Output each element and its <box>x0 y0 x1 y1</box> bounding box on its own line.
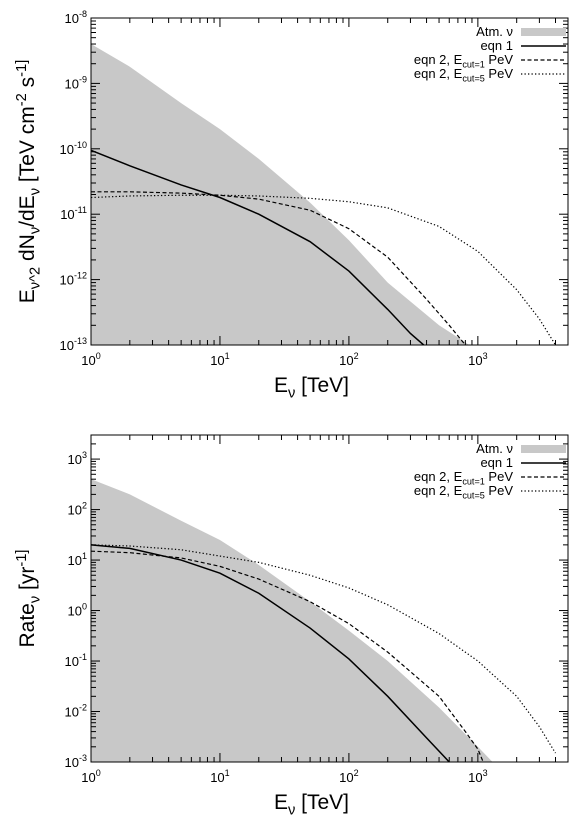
x-axis-label: Eν [TeV] <box>274 791 349 816</box>
series-line-2 <box>91 550 484 762</box>
chart-panel-2: 100 101 102 103 10-3 10-2 10-1 100 101 102 103 Eν [… <box>14 434 569 816</box>
series-line-2 <box>91 191 466 345</box>
x-tick-label: 100 <box>81 768 100 785</box>
plot-frame <box>90 434 569 763</box>
y-tick-label: 10-2 <box>65 703 87 720</box>
x-tick-label: 101 <box>210 351 229 368</box>
legend-label: eqn 1 <box>480 38 513 53</box>
y-tick-label: 10-10 <box>60 140 87 157</box>
plot-area <box>91 479 557 762</box>
y-tick-label: 10-9 <box>65 74 87 91</box>
y-tick-label: 10-3 <box>65 753 87 770</box>
legend-label: eqn 2, Ecut=1 PeV <box>414 469 513 486</box>
y-tick-label: 10-1 <box>65 652 87 669</box>
legend-label: Atm. ν <box>476 24 513 39</box>
y-tick-label: 102 <box>68 501 87 518</box>
y-tick-label: 10-11 <box>60 205 87 222</box>
chart-panel-1: 100 101 102 103 10-13 10-12 10-11 10-10 10-9 10-8… <box>14 9 569 401</box>
series-line-3 <box>91 544 557 754</box>
y-tick-label: 101 <box>68 551 87 568</box>
legend-label: eqn 2, Ecut=5 PeV <box>414 483 513 500</box>
legend-swatch <box>521 445 566 453</box>
series-line-3 <box>91 194 557 345</box>
x-tick-label: 102 <box>339 351 358 368</box>
y-tick-label: 10-12 <box>60 271 87 288</box>
y-tick-label: 103 <box>68 450 87 467</box>
x-tick-label: 103 <box>468 351 487 368</box>
legend-label: eqn 1 <box>480 455 513 470</box>
plot-area <box>91 44 557 345</box>
legend-label: eqn 2, Ecut=5 PeV <box>414 66 513 83</box>
series-line-1 <box>91 544 450 762</box>
series-line-1 <box>91 149 425 345</box>
x-tick-label: 102 <box>339 768 358 785</box>
series-atm-fill <box>91 44 469 345</box>
x-tick-label: 100 <box>81 351 100 368</box>
legend-label: eqn 2, Ecut=1 PeV <box>414 52 513 69</box>
plot-frame <box>90 17 569 346</box>
y-axis-label: Eν^2 dNν/dEν [TeV cm-2 s-1]​ <box>14 60 43 304</box>
legend-label: Atm. ν <box>476 441 513 456</box>
series-atm-fill <box>91 479 493 762</box>
y-tick-label: 10-13 <box>60 336 87 353</box>
x-axis-label: Eν [TeV] <box>274 374 349 401</box>
y-axis-label: Rateν [yr-1]​ <box>14 549 43 647</box>
y-tick-label: 10-8 <box>65 9 87 26</box>
legend-swatch <box>521 28 566 36</box>
x-tick-label: 101 <box>210 768 229 785</box>
y-tick-label: 100 <box>68 602 87 619</box>
x-tick-label: 103 <box>468 768 487 785</box>
